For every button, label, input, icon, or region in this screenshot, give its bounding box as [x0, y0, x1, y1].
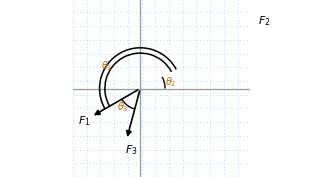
Text: $\theta_2$: $\theta_2$	[164, 75, 176, 89]
Text: $F_1$: $F_1$	[78, 114, 91, 128]
Text: $F_3$: $F_3$	[125, 143, 138, 157]
Text: $\theta_1$: $\theta_1$	[101, 59, 112, 73]
Text: $\theta_3$: $\theta_3$	[117, 100, 128, 114]
Text: $F_2$: $F_2$	[258, 14, 271, 28]
